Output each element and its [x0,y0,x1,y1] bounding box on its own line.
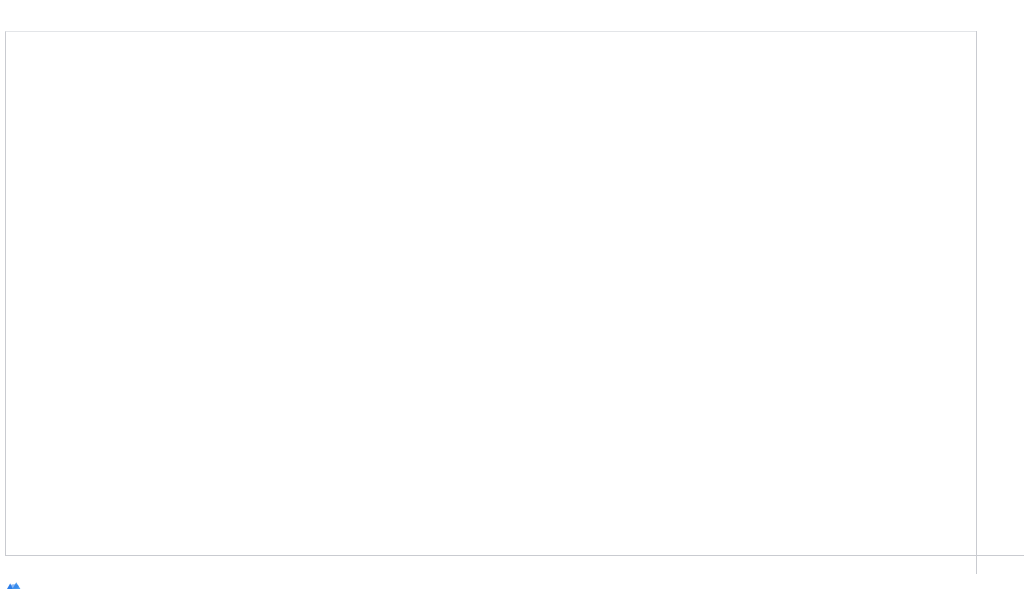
header-attribution-line [5,3,1024,16]
price-series-canvas [6,32,977,556]
price-scale[interactable] [976,31,1024,555]
tradingview-logo [6,578,26,594]
tradingview-logo-icon [7,582,21,589]
chart-plot-area[interactable] [5,31,976,555]
scale-corner [976,555,1024,574]
time-scale[interactable] [5,555,1024,574]
chart-header [0,0,1024,30]
header-quote-line [5,16,1024,29]
